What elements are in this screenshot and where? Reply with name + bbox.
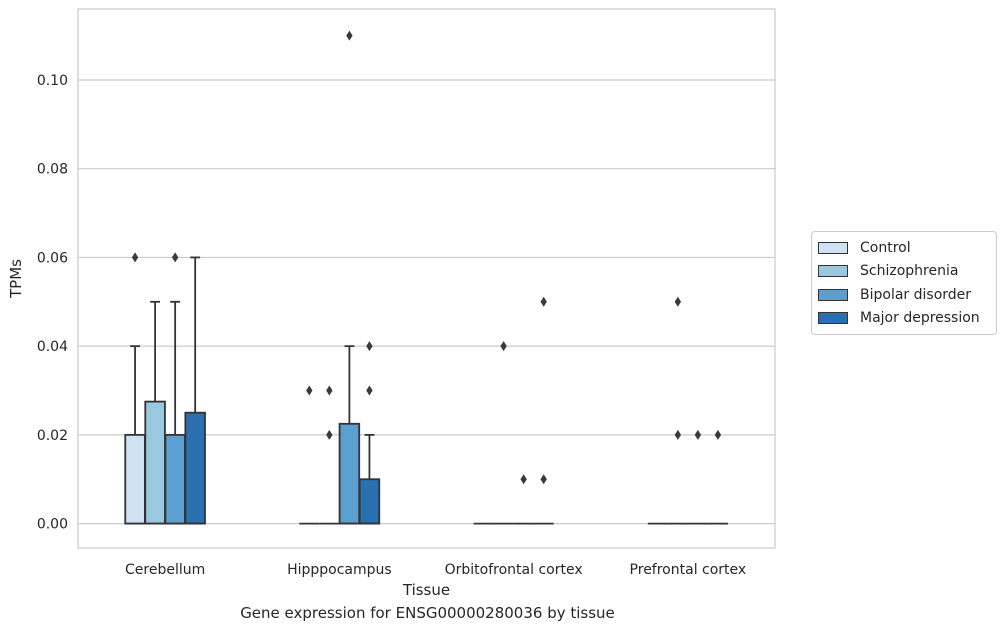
outlier-point bbox=[171, 252, 179, 263]
outlier-point bbox=[366, 385, 373, 396]
box-cerebellum bbox=[144, 300, 166, 525]
legend-item: Bipolar disorder bbox=[812, 283, 996, 307]
outlier-point bbox=[714, 429, 722, 440]
box-body bbox=[164, 433, 186, 525]
series-schizophrenia bbox=[144, 296, 688, 525]
box-orbitofrontal-cortex bbox=[513, 474, 534, 525]
y-axis-ticks: 0.00 0.02 0.04 0.06 0.08 0.10 bbox=[37, 73, 68, 533]
legend-item: Control bbox=[812, 236, 996, 260]
legend-item: Major depression bbox=[812, 307, 996, 331]
outlier-point bbox=[326, 429, 333, 440]
y-axis-label: TPMs bbox=[7, 259, 25, 299]
outlier-point bbox=[540, 474, 547, 485]
outlier-point bbox=[674, 429, 682, 440]
y-tick-label: 0.06 bbox=[37, 250, 68, 266]
box-hipppocampus bbox=[338, 30, 361, 525]
box-cerebellum bbox=[124, 252, 146, 525]
legend-swatch bbox=[818, 312, 848, 325]
outlier-point bbox=[500, 341, 507, 352]
box-prefrontal-cortex bbox=[687, 429, 708, 525]
series-control bbox=[124, 252, 668, 525]
outlier-point bbox=[520, 474, 527, 485]
box-prefrontal-cortex bbox=[707, 429, 728, 525]
legend-swatch bbox=[818, 241, 848, 254]
outlier-point bbox=[366, 341, 373, 352]
box-body bbox=[144, 400, 166, 525]
series-major-depression bbox=[184, 256, 728, 525]
legend-label: Bipolar disorder bbox=[860, 286, 972, 303]
x-axis-ticks: Cerebellum Hipppocampus Orbitofrontal cort… bbox=[125, 562, 746, 578]
legend-swatch bbox=[818, 265, 848, 278]
y-tick-label: 0.02 bbox=[37, 428, 68, 444]
legend-swatch bbox=[818, 288, 848, 301]
box-hipppocampus bbox=[358, 341, 381, 525]
outlier-point bbox=[131, 252, 139, 263]
box-body bbox=[124, 433, 146, 525]
legend-item: Schizophrenia bbox=[812, 260, 996, 284]
box-body bbox=[358, 478, 381, 525]
box-cerebellum bbox=[184, 256, 206, 525]
x-tick-label: Cerebellum bbox=[125, 562, 205, 578]
box-prefrontal-cortex bbox=[667, 296, 688, 525]
outlier-point bbox=[694, 429, 702, 440]
outlier-point bbox=[540, 296, 547, 307]
plot-area-frame bbox=[77, 8, 776, 549]
outlier-point bbox=[306, 385, 313, 396]
outlier-point bbox=[346, 30, 353, 41]
outlier-point bbox=[674, 296, 682, 307]
x-tick-label: Prefrontal cortex bbox=[630, 562, 747, 578]
box-hipppocampus bbox=[299, 385, 320, 525]
box-body bbox=[184, 411, 206, 525]
legend: Control Schizophrenia Bipolar disorder Majo… bbox=[811, 231, 997, 335]
legend-label: Major depression bbox=[860, 310, 980, 327]
outlier-point bbox=[326, 385, 333, 396]
x-axis-label: Tissue bbox=[402, 581, 450, 599]
box-plot-series bbox=[124, 30, 728, 525]
legend-label: Control bbox=[860, 239, 911, 256]
y-tick-label: 0.08 bbox=[37, 162, 68, 178]
y-tick-label: 0.00 bbox=[37, 517, 68, 533]
box-cerebellum bbox=[164, 252, 186, 525]
series-bipolar-disorder bbox=[164, 30, 708, 525]
chart-caption: Gene expression for ENSG00000280036 by t… bbox=[240, 604, 615, 622]
y-tick-label: 0.10 bbox=[37, 73, 68, 89]
box-orbitofrontal-cortex bbox=[493, 341, 514, 525]
x-tick-label: Hipppocampus bbox=[287, 562, 392, 578]
y-tick-label: 0.04 bbox=[37, 339, 68, 355]
box-hipppocampus bbox=[319, 385, 340, 525]
x-tick-label: Orbitofrontal cortex bbox=[445, 562, 583, 578]
box-orbitofrontal-cortex bbox=[533, 296, 554, 525]
legend-label: Schizophrenia bbox=[860, 263, 959, 280]
box-body bbox=[338, 422, 361, 525]
